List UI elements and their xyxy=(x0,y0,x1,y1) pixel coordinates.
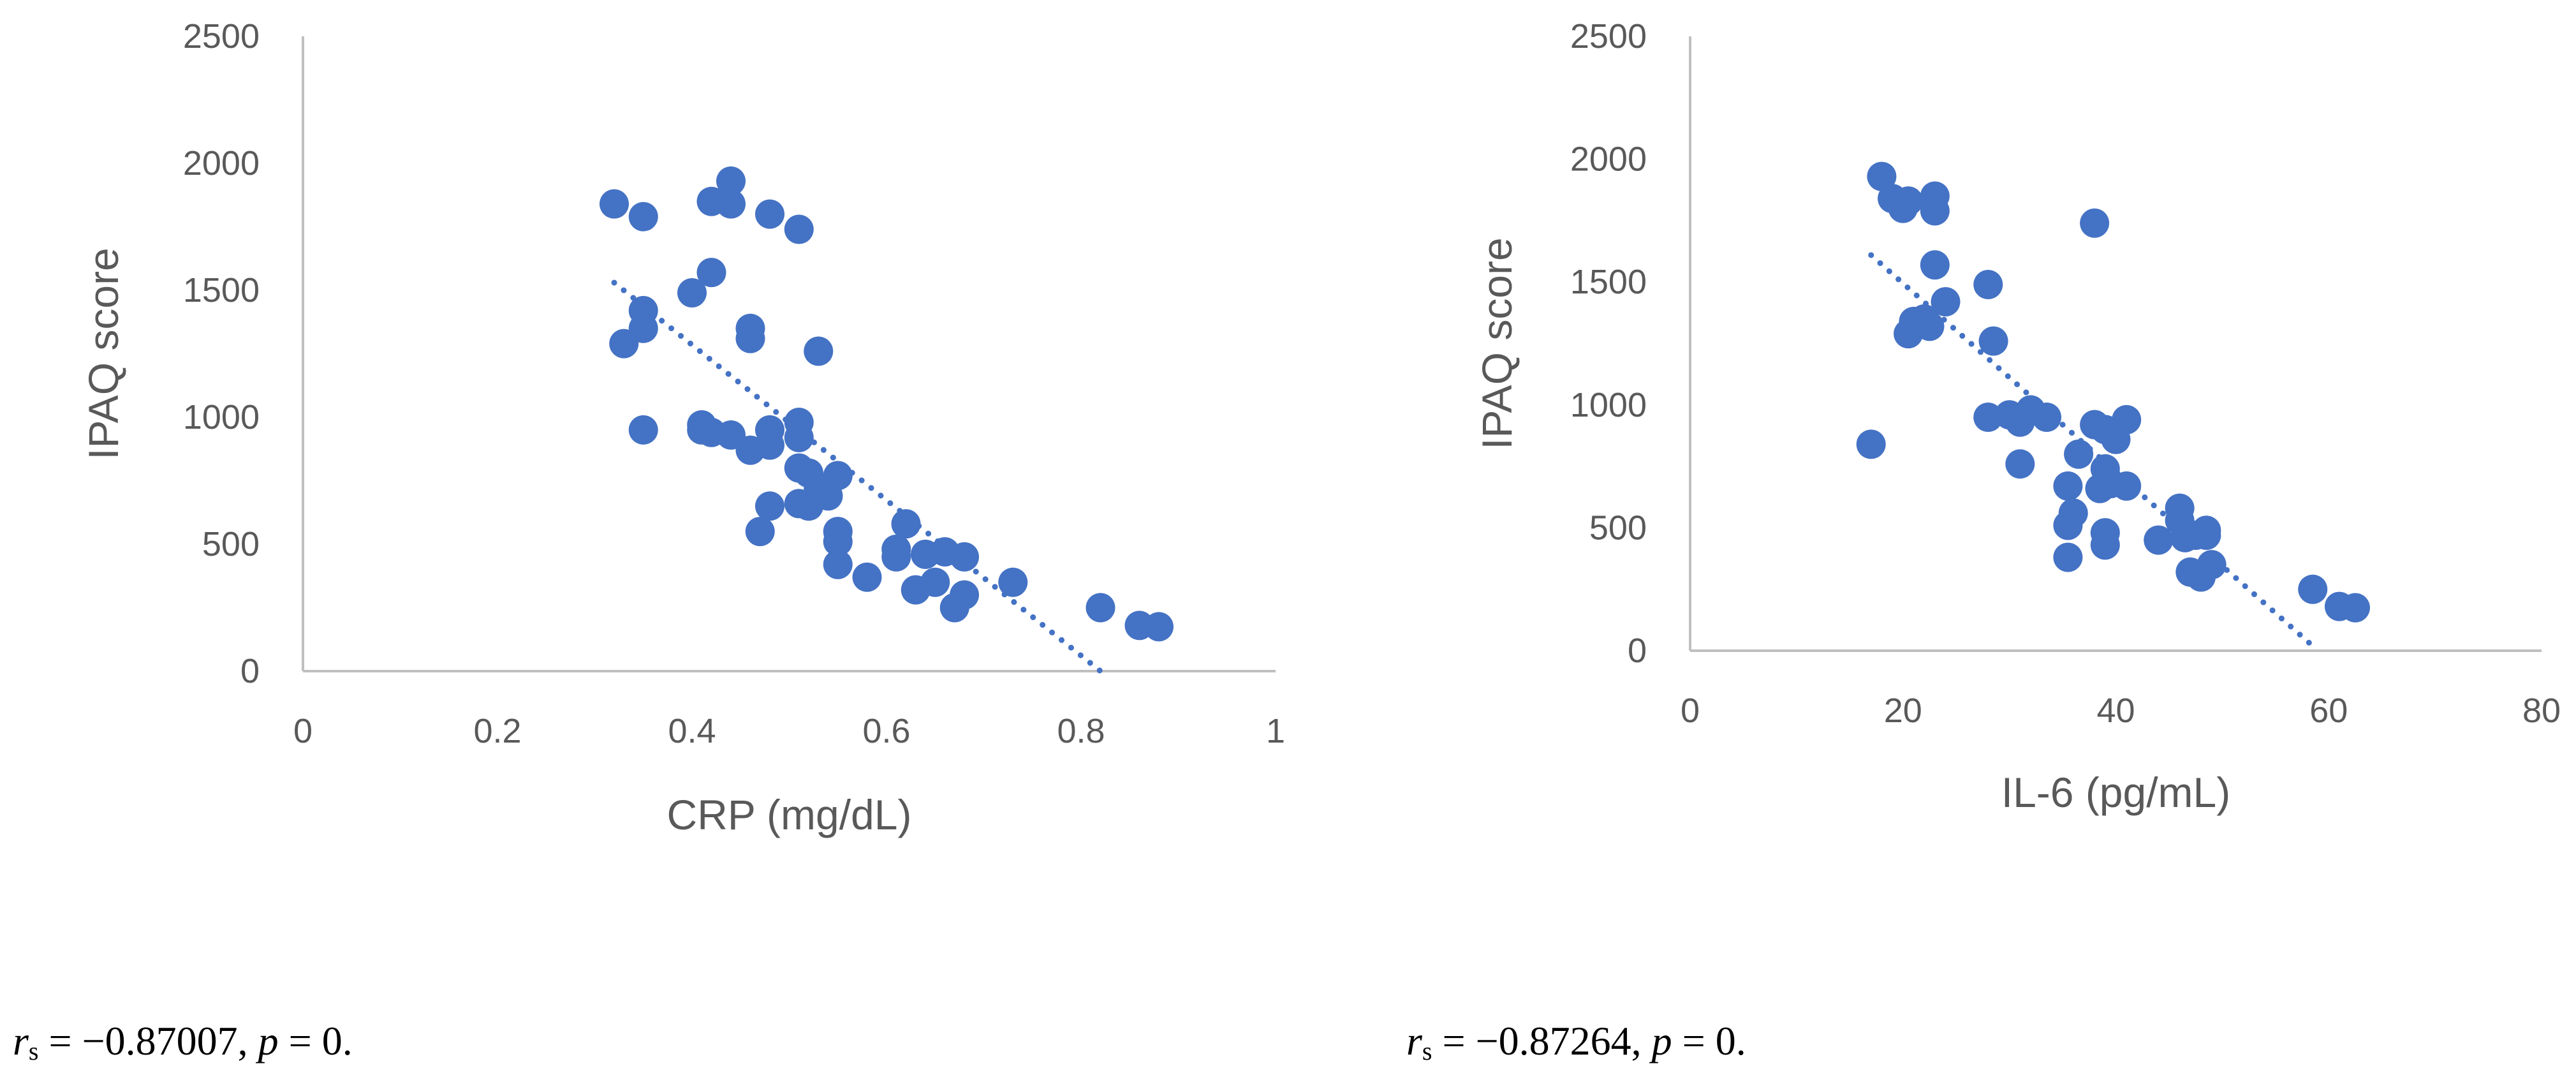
data-point xyxy=(1856,429,1886,459)
x-tick-label: 1 xyxy=(1266,712,1285,750)
data-point xyxy=(784,422,814,452)
y-tick-label: 2500 xyxy=(1570,17,1647,56)
p-value: = 0. xyxy=(1682,1018,1746,1063)
stat-symbol: r xyxy=(13,1018,29,1063)
y-axis-title: IPAQ score xyxy=(80,248,127,460)
data-point xyxy=(2005,449,2035,479)
il6-correlation-annotation: rs = −0.87264, p = 0. xyxy=(1406,1018,1746,1066)
data-point xyxy=(1920,250,1950,280)
data-point xyxy=(2080,208,2110,238)
data-point xyxy=(2144,525,2174,555)
y-tick-label: 1000 xyxy=(183,398,260,436)
data-point xyxy=(600,189,629,219)
p-symbol: p xyxy=(1651,1018,1672,1063)
y-tick-label: 1000 xyxy=(1570,386,1647,424)
data-point xyxy=(1920,196,1950,226)
data-point xyxy=(2298,574,2328,604)
data-point xyxy=(2340,593,2370,623)
data-point xyxy=(1144,612,1174,642)
data-point xyxy=(2112,404,2142,434)
stat-symbol: r xyxy=(1406,1018,1422,1063)
x-axis-title: CRP (mg/dL) xyxy=(667,791,912,838)
data-point xyxy=(1973,270,2003,300)
data-point xyxy=(696,258,726,288)
data-point xyxy=(920,567,950,597)
data-point xyxy=(2064,439,2094,469)
data-point xyxy=(950,580,979,610)
x-tick-label: 80 xyxy=(2522,692,2561,730)
x-axis-title: IL-6 (pg/mL) xyxy=(2001,769,2230,816)
data-point xyxy=(755,491,784,521)
p-symbol: p xyxy=(258,1018,279,1063)
stat-value: = −0.87264, xyxy=(1442,1018,1652,1063)
data-point xyxy=(755,430,784,460)
data-point xyxy=(609,329,639,359)
data-point xyxy=(784,214,814,244)
stat-subscript: s xyxy=(1422,1037,1432,1065)
stat-subscript: s xyxy=(28,1037,39,1065)
x-tick-label: 20 xyxy=(1884,692,1922,730)
data-point xyxy=(804,336,834,366)
data-point xyxy=(1867,161,1897,191)
data-point xyxy=(628,202,658,232)
trendline xyxy=(1868,252,2322,654)
crp-correlation-annotation: rs = −0.87007, p = 0. xyxy=(13,1018,353,1066)
data-point xyxy=(881,542,911,572)
x-tick-label: 0.4 xyxy=(668,712,716,750)
data-point xyxy=(2058,498,2088,528)
y-tick-label: 2000 xyxy=(1570,140,1647,179)
data-point xyxy=(1973,403,2003,433)
p-value: = 0. xyxy=(288,1018,353,1063)
data-point xyxy=(2090,530,2120,560)
y-axis-title: IPAQ score xyxy=(1473,237,1520,450)
data-point xyxy=(891,509,921,539)
data-point xyxy=(1086,593,1115,623)
data-point xyxy=(950,542,979,572)
x-tick-label: 0 xyxy=(293,712,313,750)
x-tick-label: 40 xyxy=(2096,692,2135,730)
x-tick-label: 0.8 xyxy=(1057,712,1105,750)
data-point xyxy=(745,517,775,547)
data-point xyxy=(735,323,765,353)
data-point xyxy=(716,166,746,196)
data-point xyxy=(823,527,853,557)
y-tick-label: 0 xyxy=(1628,632,1647,670)
data-point xyxy=(755,199,784,229)
data-point xyxy=(998,567,1028,597)
y-tick-label: 1500 xyxy=(183,271,260,309)
x-tick-label: 0 xyxy=(1681,692,1700,730)
data-point xyxy=(852,562,882,592)
data-point xyxy=(628,415,658,445)
data-point xyxy=(2053,542,2083,572)
data-point xyxy=(1931,287,1961,317)
crp-scatter-chart: 0 500 1000 1500 2000 2500 0 0.2 0.4 0.6 0.8 1 IPAQ s… xyxy=(80,17,1285,838)
il6-scatter-chart: 0 500 1000 1500 2000 2500 0 20 40 60 80 IPAQ score I… xyxy=(1473,17,2561,816)
data-point xyxy=(2032,403,2062,433)
data-point xyxy=(2112,471,2142,501)
y-tick-label: 2000 xyxy=(183,144,260,182)
x-tick-label: 0.6 xyxy=(862,712,910,750)
data-point xyxy=(716,189,746,219)
data-point xyxy=(823,549,853,579)
data-point xyxy=(677,278,707,307)
data-point xyxy=(1894,186,1924,216)
stat-value: = −0.87007, xyxy=(48,1018,258,1063)
y-tick-label: 1500 xyxy=(1570,263,1647,301)
x-tick-label: 60 xyxy=(2309,692,2348,730)
y-tick-label: 500 xyxy=(202,525,260,563)
x-tick-label: 0.2 xyxy=(473,712,521,750)
data-point xyxy=(823,461,853,491)
data-point xyxy=(2191,520,2221,550)
y-tick-label: 0 xyxy=(240,652,260,690)
trendline xyxy=(611,279,1103,674)
y-tick-label: 500 xyxy=(1589,508,1647,547)
y-tick-label: 2500 xyxy=(183,17,260,56)
data-point xyxy=(2053,471,2083,501)
data-point xyxy=(1894,319,1924,349)
data-point xyxy=(1978,326,2008,356)
data-point xyxy=(2197,550,2226,580)
